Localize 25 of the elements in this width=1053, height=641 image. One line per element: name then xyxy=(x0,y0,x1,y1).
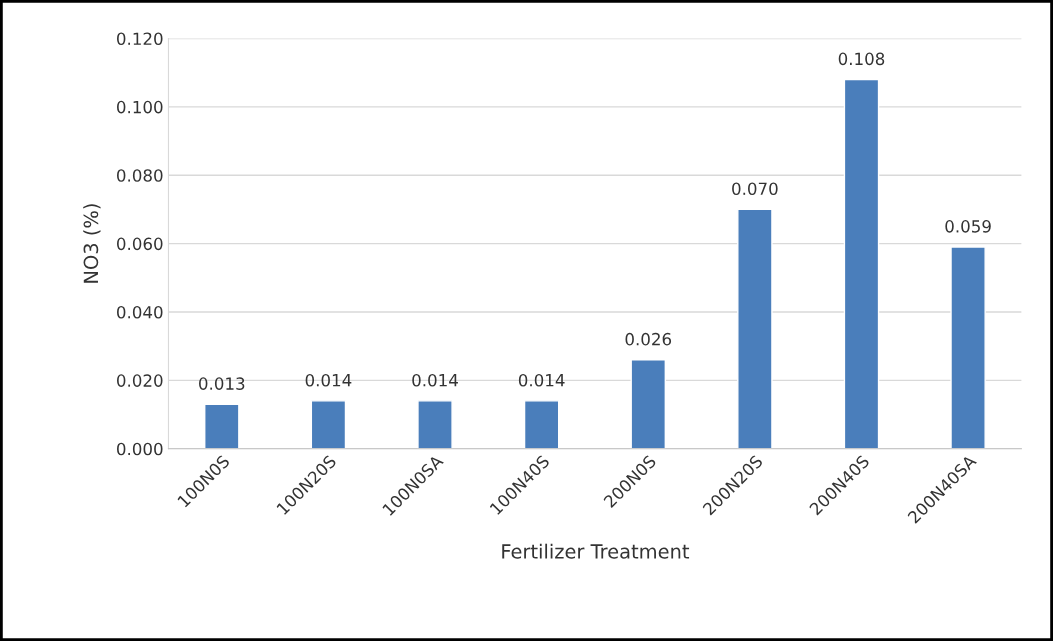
data-label: 0.014 xyxy=(305,373,352,387)
data-label: 0.026 xyxy=(625,332,672,346)
y-tick-label: 0.120 xyxy=(117,32,163,46)
y-tick-label: 0.080 xyxy=(117,169,163,182)
x-axis-title: Fertilizer Treatment xyxy=(502,543,690,559)
y-tick-label: 0.000 xyxy=(117,442,163,456)
y-axis-title: NO3 (%) xyxy=(83,204,101,283)
bar xyxy=(950,246,986,449)
y-tick-label: 0.060 xyxy=(117,237,163,251)
data-label: 0.108 xyxy=(838,52,885,66)
data-label: 0.014 xyxy=(518,373,565,387)
bar xyxy=(417,400,453,449)
data-label: 0.059 xyxy=(945,220,991,233)
bar xyxy=(843,78,880,449)
data-label: 0.014 xyxy=(412,373,458,387)
y-tick-label: 0.020 xyxy=(117,374,163,387)
data-label: 0.013 xyxy=(199,377,245,390)
bar xyxy=(523,400,560,449)
bar xyxy=(204,403,240,449)
bar xyxy=(630,359,667,449)
bar xyxy=(737,208,773,449)
data-label: 0.070 xyxy=(732,182,778,196)
y-tick-label: 0.040 xyxy=(117,305,163,319)
y-tick-label: 0.100 xyxy=(117,100,163,114)
bar xyxy=(310,400,347,449)
